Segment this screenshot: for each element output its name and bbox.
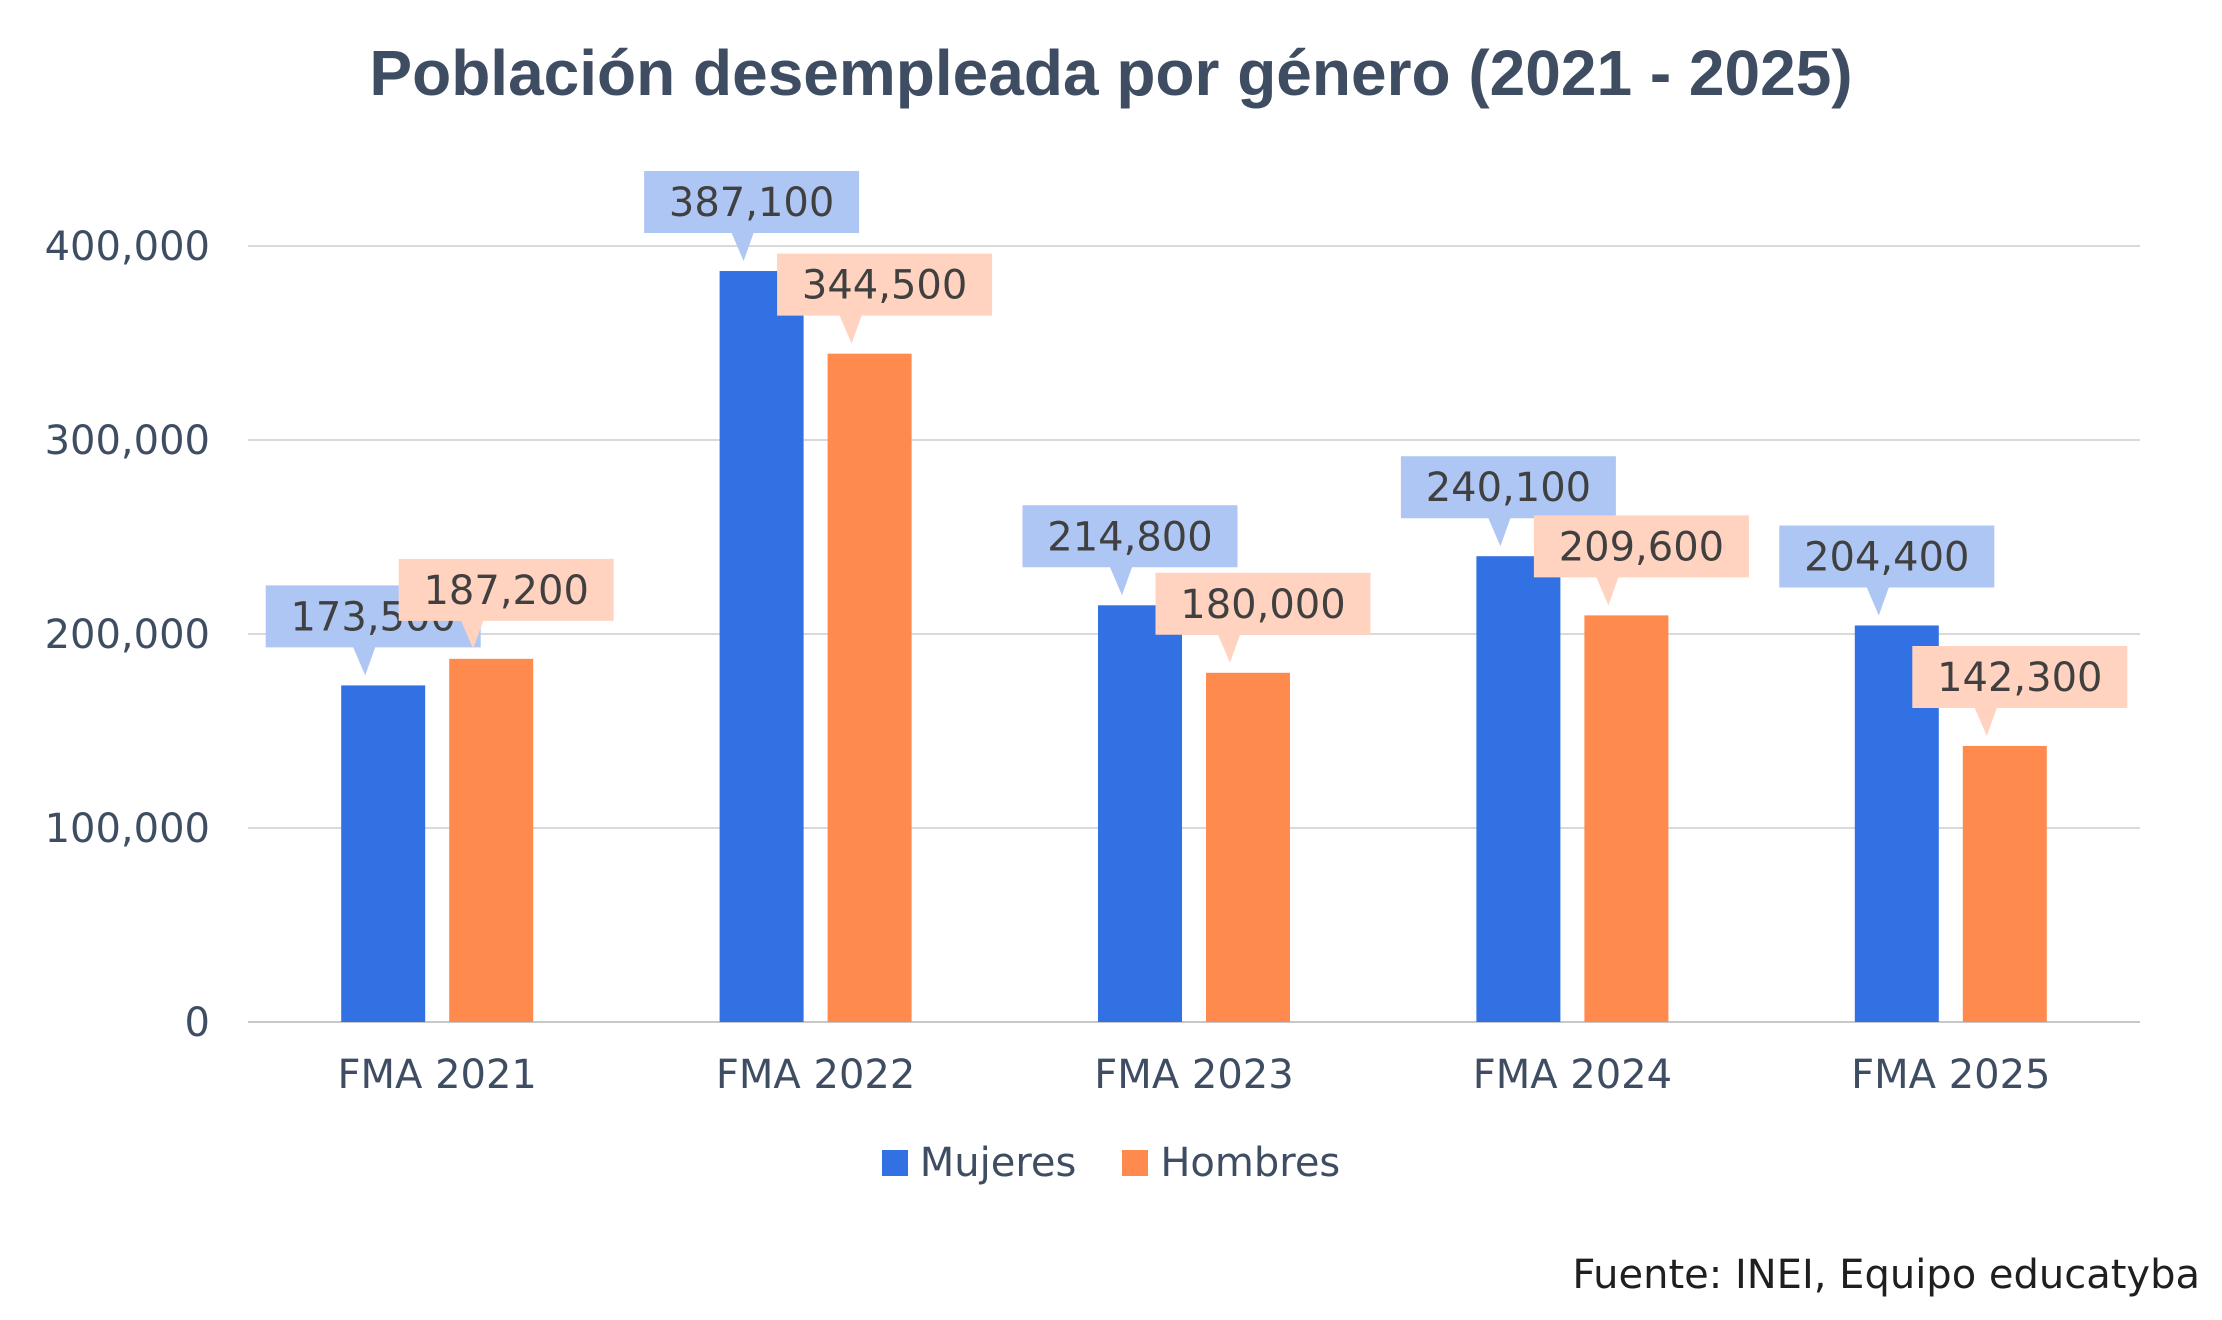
source-note: Fuente: INEI, Equipo educatyba [1572, 1252, 2200, 1298]
legend: Mujeres Hombres [0, 1140, 2222, 1186]
legend-item-mujeres: Mujeres [881, 1140, 1077, 1186]
y-tick-label: 300,000 [45, 418, 210, 464]
data-label-callout [1022, 505, 1238, 596]
y-tick-label: 200,000 [45, 612, 210, 658]
data-label-callout [777, 253, 993, 344]
data-label: 214,800 [1047, 514, 1212, 560]
data-label-callout [1400, 456, 1616, 547]
data-label-callout [1779, 525, 1995, 616]
bar-hombres [1962, 745, 2047, 1022]
y-tick-label: 100,000 [45, 806, 210, 852]
legend-swatch-hombres [1122, 1150, 1149, 1176]
x-tick-label: FMA 2025 [1851, 1052, 2050, 1098]
bar-mujeres [719, 271, 804, 1022]
data-label-callout [644, 171, 860, 262]
x-tick-label: FMA 2023 [1094, 1052, 1293, 1098]
bar-mujeres [1476, 556, 1561, 1022]
legend-label-mujeres: Mujeres [919, 1140, 1077, 1186]
bar-hombres [1206, 672, 1290, 1022]
bar-mujeres [1098, 605, 1182, 1022]
data-label-callout [1912, 645, 2128, 736]
bar-hombres [1584, 615, 1669, 1022]
data-label: 240,100 [1426, 465, 1591, 511]
data-label-callout [398, 558, 614, 649]
legend-swatch-mujeres [881, 1150, 908, 1176]
data-label: 180,000 [1180, 582, 1345, 628]
chart-title: Población desempleada por género (2021 -… [369, 37, 1853, 109]
bar-mujeres [341, 685, 426, 1022]
y-tick-label: 400,000 [45, 224, 210, 270]
x-tick-label: FMA 2021 [337, 1052, 536, 1098]
bar-hombres [827, 353, 912, 1022]
y-tick-label: 0 [185, 1000, 210, 1046]
data-label: 209,600 [1559, 524, 1724, 570]
legend-label-hombres: Hombres [1160, 1140, 1341, 1186]
data-label: 142,300 [1937, 655, 2102, 701]
data-label: 387,100 [669, 180, 834, 226]
x-tick-label: FMA 2022 [716, 1052, 915, 1098]
data-label: 187,200 [423, 568, 588, 614]
legend-item-hombres: Hombres [1122, 1140, 1340, 1186]
bar-hombres [449, 658, 534, 1022]
data-label-callout [1533, 515, 1749, 606]
data-label: 204,400 [1804, 534, 1969, 580]
data-label: 344,500 [802, 263, 967, 309]
data-label-callout [1155, 572, 1371, 663]
x-tick-label: FMA 2024 [1473, 1052, 1672, 1098]
